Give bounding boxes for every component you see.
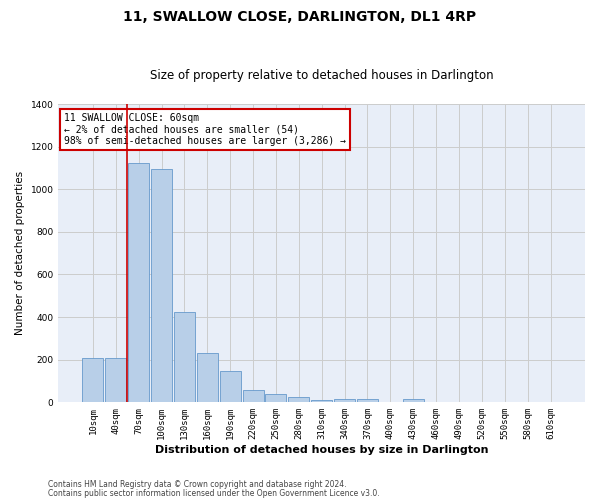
Bar <box>403 399 424 402</box>
Bar <box>197 354 218 403</box>
Bar <box>334 400 355 402</box>
Bar <box>151 169 172 402</box>
Bar <box>105 358 126 403</box>
Text: Contains HM Land Registry data © Crown copyright and database right 2024.: Contains HM Land Registry data © Crown c… <box>48 480 347 489</box>
Y-axis label: Number of detached properties: Number of detached properties <box>15 171 25 335</box>
Bar <box>357 398 378 402</box>
Bar <box>174 312 195 402</box>
Bar <box>288 397 310 402</box>
Bar <box>242 390 263 402</box>
Text: 11 SWALLOW CLOSE: 60sqm
← 2% of detached houses are smaller (54)
98% of semi-det: 11 SWALLOW CLOSE: 60sqm ← 2% of detached… <box>64 113 346 146</box>
Bar <box>82 358 103 403</box>
Title: Size of property relative to detached houses in Darlington: Size of property relative to detached ho… <box>150 69 494 82</box>
X-axis label: Distribution of detached houses by size in Darlington: Distribution of detached houses by size … <box>155 445 488 455</box>
Bar <box>220 371 241 402</box>
Text: 11, SWALLOW CLOSE, DARLINGTON, DL1 4RP: 11, SWALLOW CLOSE, DARLINGTON, DL1 4RP <box>124 10 476 24</box>
Bar <box>265 394 286 402</box>
Bar <box>128 162 149 402</box>
Bar <box>311 400 332 402</box>
Text: Contains public sector information licensed under the Open Government Licence v3: Contains public sector information licen… <box>48 489 380 498</box>
